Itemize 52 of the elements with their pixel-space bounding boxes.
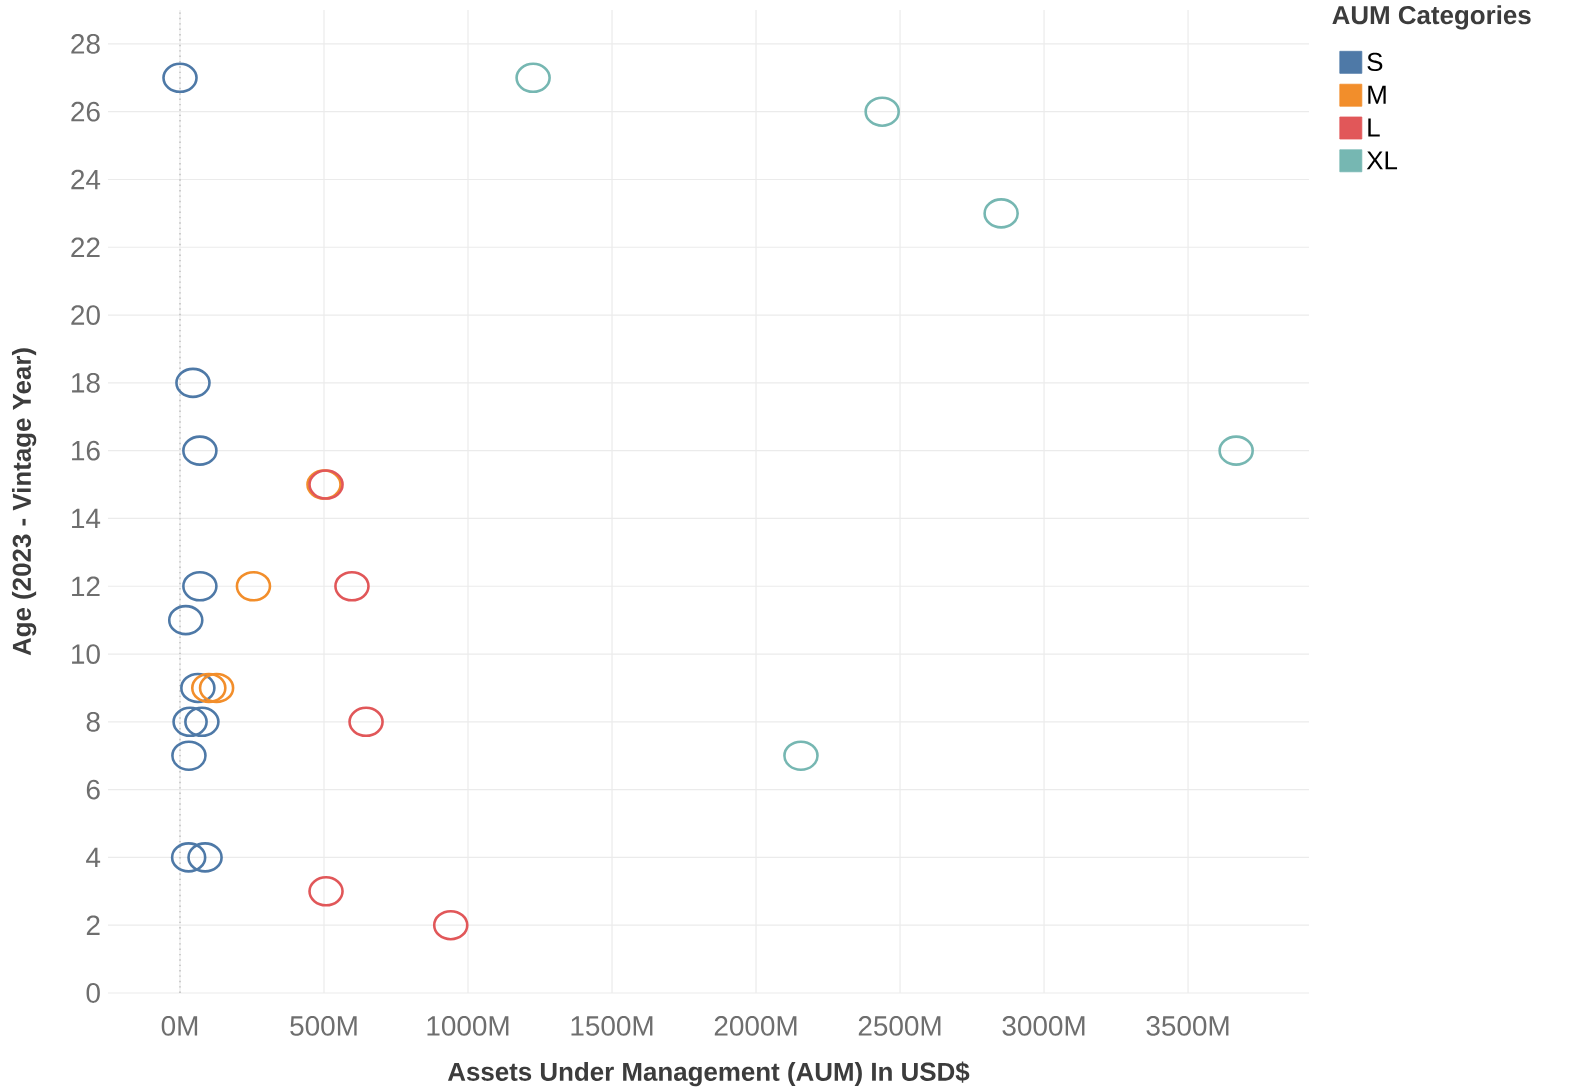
x-axis-title: Assets Under Management (AUM) In USD$ xyxy=(447,1061,970,1087)
y-tick-label: 16 xyxy=(72,440,100,461)
legend-title: AUM Categories xyxy=(1332,5,1531,30)
legend-label: L xyxy=(1368,118,1380,137)
point xyxy=(187,842,223,873)
point xyxy=(1218,435,1254,466)
x-tick-label: 2500M xyxy=(858,1016,941,1036)
point xyxy=(170,842,207,873)
y-tick-label: 14 xyxy=(72,508,101,529)
legend-label: S xyxy=(1367,52,1383,72)
point xyxy=(190,672,227,704)
point xyxy=(198,672,235,704)
y-tick-label: 10 xyxy=(72,644,100,664)
y-tick-label: 12 xyxy=(72,576,100,596)
y-tick-label: 4 xyxy=(86,847,101,868)
point xyxy=(348,706,384,738)
point xyxy=(983,198,1019,229)
point xyxy=(235,570,272,602)
x-tick-label: 1500M xyxy=(571,1016,653,1036)
x-tick-label: 1000M xyxy=(427,1016,509,1036)
y-tick-label: 22 xyxy=(71,237,100,258)
point xyxy=(171,740,207,772)
point xyxy=(334,570,370,602)
point xyxy=(432,909,469,941)
legend-label: M xyxy=(1368,85,1386,104)
y-tick-label: 20 xyxy=(71,305,100,325)
y-tick-label: 2 xyxy=(86,915,100,935)
y-tick-label: 28 xyxy=(71,33,100,54)
y-tick-label: 0 xyxy=(86,983,100,1003)
point xyxy=(162,62,198,94)
y-tick-label: 18 xyxy=(72,372,100,393)
point xyxy=(783,740,819,772)
point xyxy=(172,706,208,738)
point xyxy=(308,876,344,907)
x-tick-label: 3500M xyxy=(1146,1016,1229,1036)
y-tick-label: 8 xyxy=(86,711,100,732)
point xyxy=(864,96,900,127)
x-tick-label: 0M xyxy=(161,1016,198,1036)
point xyxy=(182,570,218,602)
y-tick-label: 26 xyxy=(71,101,100,122)
point xyxy=(182,435,218,466)
point xyxy=(184,706,220,738)
legend-label: XL xyxy=(1366,151,1398,170)
point xyxy=(515,62,551,94)
x-tick-label: 500M xyxy=(290,1016,357,1036)
y-tick-label: 24 xyxy=(71,169,101,190)
x-tick-label: 2000M xyxy=(714,1016,797,1036)
point xyxy=(175,367,211,399)
x-tick-label: 3000M xyxy=(1002,1016,1085,1036)
point xyxy=(167,604,204,636)
y-axis-title: Age (2023 - Vintage Year) xyxy=(11,348,37,656)
y-tick-label: 6 xyxy=(86,779,100,800)
